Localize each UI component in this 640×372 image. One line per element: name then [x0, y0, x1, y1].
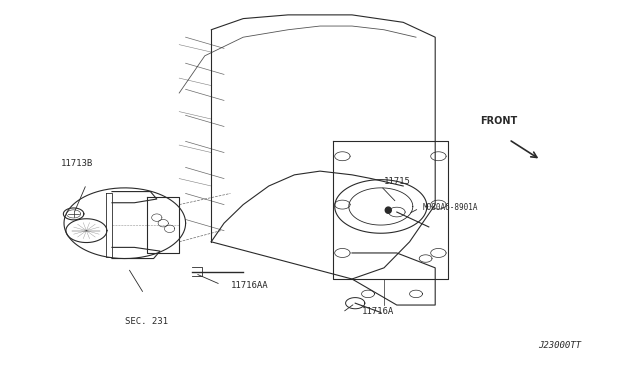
Text: 11716A: 11716A — [362, 307, 394, 316]
Text: FRONT: FRONT — [481, 116, 518, 126]
Text: 11716AA: 11716AA — [230, 281, 268, 290]
Text: J23000TT: J23000TT — [538, 341, 582, 350]
Text: M080A6-8901A: M080A6-8901A — [422, 203, 478, 212]
Text: SEC. 231: SEC. 231 — [125, 317, 168, 326]
Text: 11713B: 11713B — [61, 158, 93, 167]
Text: ●: ● — [383, 205, 392, 215]
Text: 11715: 11715 — [384, 177, 411, 186]
